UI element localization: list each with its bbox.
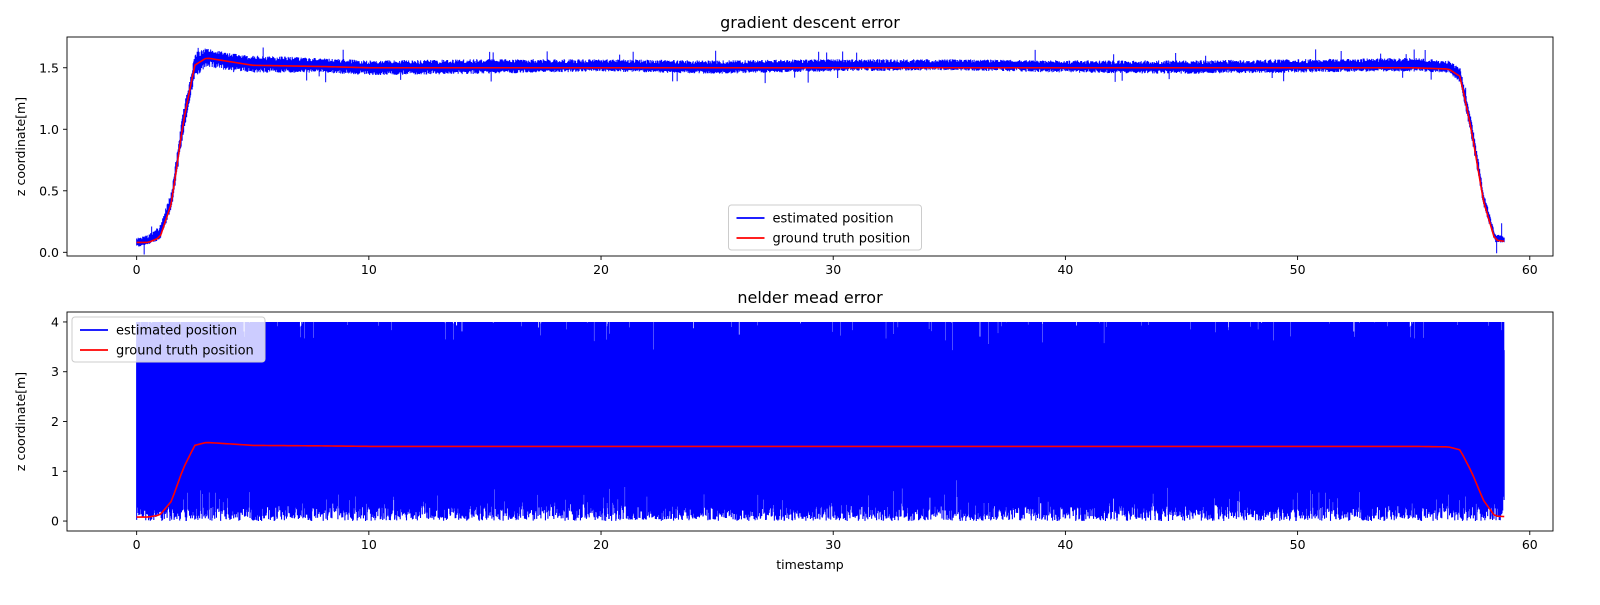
x-tick-label: 20 [593,262,609,277]
x-tick-label: 30 [825,537,841,552]
ground-truth-position-line [136,57,1505,244]
x-axis-label: timestamp [776,557,843,572]
plot-area [136,47,1505,255]
legend-box [728,204,922,251]
y-tick-label: 1 [51,464,59,479]
plot-area [136,321,1505,522]
chart-panel-2: nelder mead error 0 10 20 30 40 50 60 0 1 2 3 4 z coo… [13,288,1554,572]
x-tick-label: 40 [1057,262,1073,277]
y-axis-label: z coordinate[m] [13,97,28,196]
chart-title: gradient descent error [720,13,900,32]
y-tick-label: 2 [51,414,59,429]
x-tick-label: 60 [1522,262,1538,277]
y-tick-label: 4 [51,314,59,329]
x-tick-label: 30 [825,262,841,277]
x-tick-label: 50 [1290,537,1306,552]
x-tick-label: 60 [1522,537,1538,552]
legend-label: ground truth position [773,232,911,247]
x-tick-label: 10 [361,262,377,277]
chart-title: nelder mead error [737,288,883,307]
y-tick-label: 3 [51,364,59,379]
axes-frame [66,36,1554,257]
series-estimated-position [136,321,1505,522]
chart-panel-1: gradient descent error 0 10 20 30 40 50 60 0.0 0.… [13,13,1554,277]
x-tick-label: 20 [593,537,609,552]
y-tick-label: 0.0 [39,245,59,260]
y-tick-label: 0 [51,514,59,529]
legend-label: estimated position [773,212,894,227]
y-axis-label: z coordinate[m] [13,372,28,471]
y-tick-label: 0.5 [39,183,59,198]
legend: estimated position ground truth position [71,316,266,363]
x-tick-label: 40 [1057,537,1073,552]
y-tick-label: 1.0 [39,122,59,137]
legend-box [71,316,266,363]
series-ground-truth-position [136,441,1505,518]
y-tick-label: 1.5 [39,60,59,75]
x-tick-label: 0 [133,537,141,552]
x-tick-label: 10 [361,537,377,552]
x-tick-label: 50 [1290,262,1306,277]
estimated-position-line [136,321,1505,522]
ground-truth-position-line [136,441,1505,518]
legend-label: ground truth position [116,344,254,359]
legend-label: estimated position [116,324,237,339]
series-ground-truth-position [136,57,1505,244]
legend: estimated position ground truth position [728,204,922,251]
x-tick-label: 0 [133,262,141,277]
